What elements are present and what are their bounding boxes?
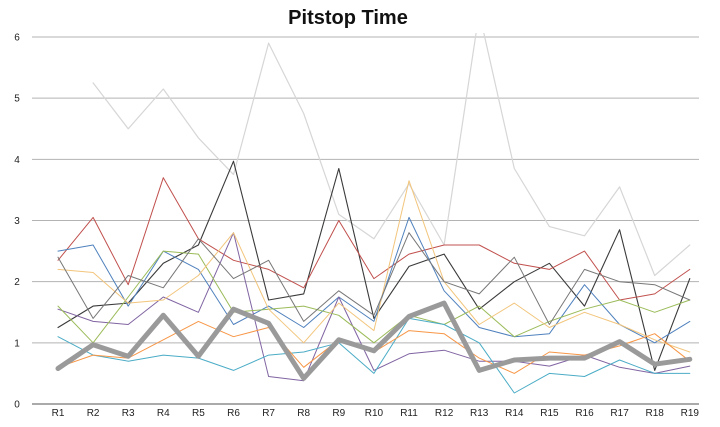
y-tick-label: 3 [14,216,20,227]
series-line-8 [57,317,691,394]
series-line-7 [57,180,691,353]
x-tick-label: R16 [575,408,594,419]
x-tick-label: R4 [157,408,170,419]
series-line-1 [92,33,691,277]
x-tick-label: R5 [192,408,205,419]
chart-title: Pitstop Time [288,7,408,29]
x-tick-label: R18 [646,408,665,419]
series-line-2 [57,160,691,371]
series-line-6 [57,250,691,344]
y-tick-label: 0 [14,400,20,411]
x-tick-label: R6 [227,408,240,419]
x-tick-label: R7 [262,408,275,419]
y-tick-label: 6 [14,33,20,44]
x-tick-label: R13 [470,408,489,419]
series-line-10 [57,232,691,325]
y-tick-label: 2 [14,277,20,288]
y-tick-label: 5 [14,94,20,105]
x-tick-label: R12 [435,408,454,419]
x-tick-label: R9 [332,408,345,419]
x-tick-label: R8 [297,408,310,419]
series-line-3 [57,177,691,301]
x-tick-labels: R1 R2 R3 R4 R5 R6 R7 R8 R9 R10 R11 R12 R13 R14 R15 R16 R… [52,408,700,419]
x-tick-label: R2 [87,408,100,419]
x-tick-label: R11 [400,408,418,419]
x-tick-label: R3 [122,408,135,419]
x-tick-label: R14 [505,408,524,419]
x-tick-label: R19 [681,408,700,419]
y-tick-label: 1 [14,338,20,349]
x-tick-label: R1 [52,408,65,419]
x-tick-label: R10 [365,408,384,419]
x-tick-label: R15 [540,408,559,419]
series-line-11 [55,300,693,381]
plot-area [55,33,693,394]
y-tick-labels: 0 1 2 3 4 5 6 [14,33,20,411]
x-tick-label: R17 [610,408,629,419]
y-tick-label: 4 [14,155,20,166]
